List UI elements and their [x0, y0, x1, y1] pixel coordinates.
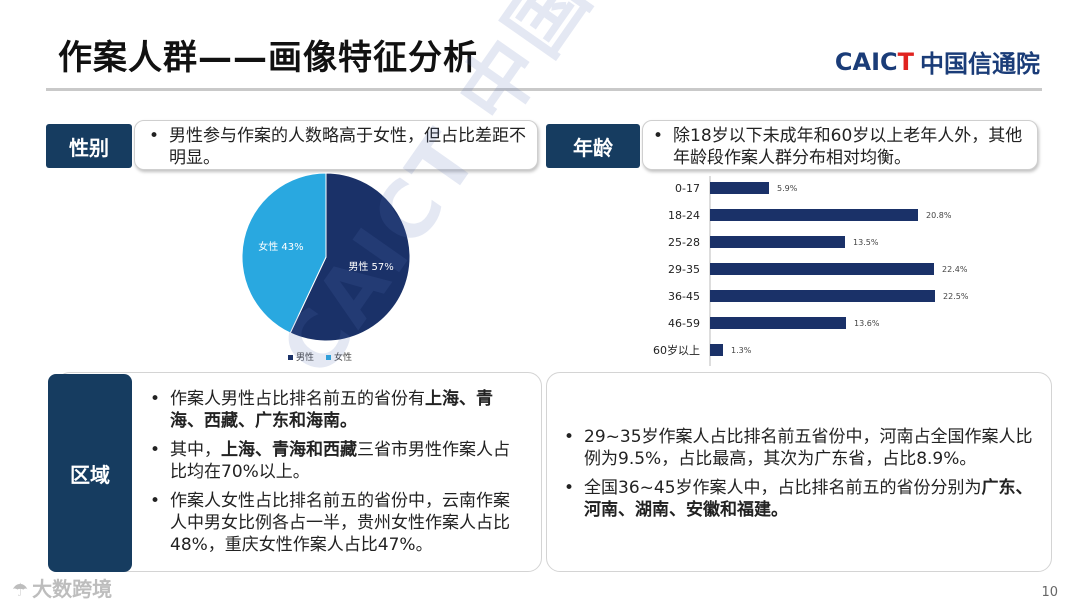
bar-value-label: 22.5% [943, 292, 969, 301]
bar-category-label: 18-24 [668, 209, 700, 222]
bar-value-label: 20.8% [926, 211, 952, 220]
bar-value-label: 13.5% [853, 238, 879, 247]
age-note: 除18岁以下未成年和60岁以上老年人外，其他年龄段作案人群分布相对均衡。 [642, 120, 1038, 170]
age-note-text: 除18岁以下未成年和60岁以上老年人外，其他年龄段作案人群分布相对均衡。 [649, 125, 1027, 169]
brand-mark: ☂ 大数跨境 [12, 577, 113, 601]
region-left-bullet-item: 作案人女性占比排名前五的省份中，云南作案人中男女比例各占一半，贵州女性作案人占比… [146, 490, 526, 556]
pie-label-male: 男性 57% [348, 260, 393, 273]
bar-46-59 [710, 317, 846, 329]
pie-slice-male [289, 172, 411, 342]
page-number: 10 [1041, 585, 1058, 600]
bar-0-17 [710, 182, 769, 194]
page-title: 作案人群——画像特征分析 [58, 38, 478, 78]
gender-pie-chart: 男性 57% 女性 43% [241, 172, 411, 342]
gender-note: 男性参与作案的人数略高于女性，但占比差距不明显。 [134, 120, 538, 170]
region-right-bullet-item: 全国36~45岁作案人中，占比排名前五的省份分别为广东、河南、湖南、安徽和福建。 [560, 477, 1036, 521]
bar-25-28 [710, 236, 845, 248]
region-left-bullet-item: 作案人男性占比排名前五的省份有上海、青海、西藏、广东和海南。 [146, 388, 526, 432]
logo-cn: 中国信通院 [920, 50, 1040, 78]
bar-18-24 [710, 209, 918, 221]
bar-36-45 [710, 290, 935, 302]
bar-29-35 [710, 263, 934, 275]
bar-category-label: 46-59 [668, 317, 700, 330]
bar-60岁以上 [710, 344, 723, 356]
pie-legend: 男性 女性 [288, 350, 352, 363]
age-tag: 年龄 [546, 124, 640, 168]
logo-en: CAICT [834, 47, 914, 76]
header-divider [46, 88, 1042, 91]
bar-category-label: 36-45 [668, 290, 700, 303]
region-right-text: 29~35岁作案人占比排名前五省份中，河南占全国作案人比例为9.5%，占比最高，… [560, 426, 1036, 528]
legend-male: 男性 [288, 350, 314, 363]
region-left-text: 作案人男性占比排名前五的省份有上海、青海、西藏、广东和海南。其中，上海、青海和西… [146, 388, 526, 563]
legend-female: 女性 [326, 350, 352, 363]
pie-label-female: 女性 43% [258, 240, 303, 253]
region-left-bullet-item: 其中，上海、青海和西藏三省市男性作案人占比均在70%以上。 [146, 439, 526, 483]
bar-category-label: 29-35 [668, 263, 700, 276]
bar-value-label: 13.6% [854, 319, 880, 328]
region-right-panel [546, 372, 1052, 572]
bar-value-label: 1.3% [731, 346, 752, 355]
region-right-bullet-item: 29~35岁作案人占比排名前五省份中，河南占全国作案人比例为9.5%，占比最高，… [560, 426, 1036, 470]
bar-value-label: 5.9% [777, 184, 798, 193]
bar-category-label: 60岁以上 [653, 343, 700, 357]
region-tag: 区域 [48, 374, 132, 572]
brand-icon: ☂ [12, 580, 29, 601]
caict-logo: CAICT 中国信通院 [835, 44, 1040, 79]
bar-value-label: 22.4% [942, 265, 968, 274]
bar-category-label: 25-28 [668, 236, 700, 249]
pie-slice-female [241, 172, 327, 334]
age-bar-chart: 0-17 5.9% 18-24 20.8% 25-28 13.5% 29-35 22.4% 36… [653, 176, 969, 366]
bar-category-label: 0-17 [675, 182, 700, 195]
gender-note-text: 男性参与作案的人数略高于女性，但占比差距不明显。 [145, 125, 527, 169]
gender-tag: 性别 [46, 124, 132, 168]
